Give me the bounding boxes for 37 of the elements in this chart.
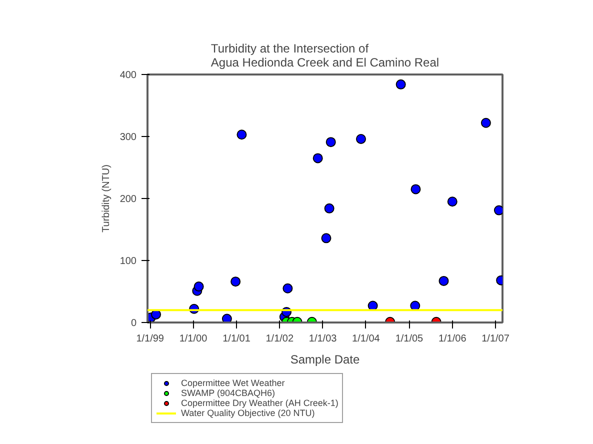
x-tick-label: 1/1/05 <box>395 334 424 344</box>
legend-label: Copermittee Wet Weather <box>181 378 285 388</box>
y-tick-label: 200 <box>120 194 137 205</box>
x-tick-label: 1/1/07 <box>482 334 510 344</box>
x-tick-label: 1/1/00 <box>179 334 208 344</box>
point <box>282 283 293 294</box>
legend-label: Water Quality Objective (20 NTU) <box>181 408 315 418</box>
point <box>410 184 421 194</box>
point <box>494 205 502 216</box>
point <box>194 282 204 292</box>
y-tick-label: 300 <box>120 132 137 143</box>
point <box>321 233 332 244</box>
x-tick-label: 1/1/03 <box>308 334 338 344</box>
point <box>222 314 232 322</box>
y-tick-label: 0 <box>130 318 137 329</box>
point <box>396 79 406 90</box>
point <box>356 134 366 144</box>
point <box>480 118 491 128</box>
point <box>312 153 323 164</box>
x-tick-label: 1/1/01 <box>222 334 251 344</box>
y-tick-label: 100 <box>120 256 137 267</box>
x-tick-label: 1/1/99 <box>136 334 164 344</box>
point <box>326 137 336 148</box>
point <box>236 130 247 140</box>
point <box>447 196 458 207</box>
legend-label: SWAMP (904CBAQH6) <box>181 388 276 398</box>
chart-title: Turbidity at the Intersection of Agua Hedionda Creek and El Camino Real <box>210 42 440 70</box>
point <box>230 276 241 287</box>
point <box>438 276 449 286</box>
legend-label: Copermittee Dry Weather (AH Creek-1) <box>181 398 338 408</box>
x-tick-label: 1/1/02 <box>266 334 294 344</box>
y-axis-title: Turbidity (NTU) <box>100 164 112 232</box>
point <box>324 203 334 214</box>
x-axis-title: Sample Date <box>290 352 360 366</box>
x-tick-label: 1/1/04 <box>352 334 380 344</box>
y-tick-label: 400 <box>120 70 137 81</box>
x-tick-label: 1/1/06 <box>438 334 467 344</box>
